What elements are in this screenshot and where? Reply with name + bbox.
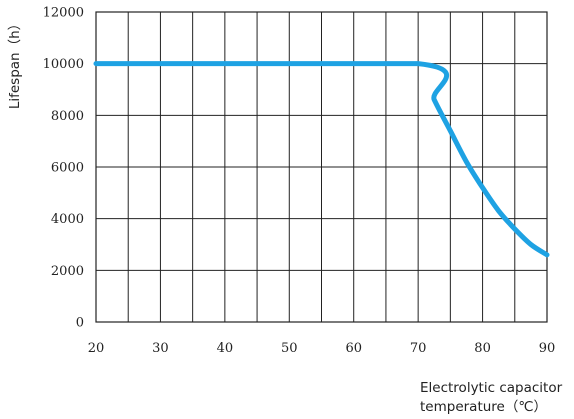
- y-tick-label: 0: [76, 316, 84, 331]
- tick-labels: 20 30 40 50 60 70 80 90 0 2000 4000 6000 8000 10000 12…: [43, 6, 556, 357]
- x-tick-label: 20: [88, 341, 105, 356]
- x-axis-title-line-2: temperature（℃）: [420, 399, 547, 415]
- x-tick-label: 60: [345, 341, 362, 356]
- y-tick-label: 12000: [43, 6, 84, 21]
- y-tick-label: 4000: [51, 212, 84, 227]
- grid: [95, 11, 548, 323]
- x-axis-title-line-1: Electrolytic capacitor: [420, 380, 563, 396]
- x-tick-label: 70: [410, 341, 427, 356]
- y-tick-label: 2000: [51, 264, 84, 279]
- x-tick-label: 50: [281, 341, 298, 356]
- y-tick-label: 10000: [43, 57, 84, 72]
- series-layer: [93, 61, 550, 258]
- x-tick-label: 90: [539, 341, 556, 356]
- y-tick-label: 8000: [51, 109, 84, 124]
- y-tick-label: 6000: [51, 161, 84, 176]
- x-tick-label: 40: [217, 341, 234, 356]
- x-tick-label: 80: [474, 341, 491, 356]
- x-tick-label: 30: [152, 341, 169, 356]
- y-axis-title: Lifespan（h）: [7, 17, 23, 109]
- plot-frame: [95, 11, 548, 323]
- axes: [95, 11, 548, 323]
